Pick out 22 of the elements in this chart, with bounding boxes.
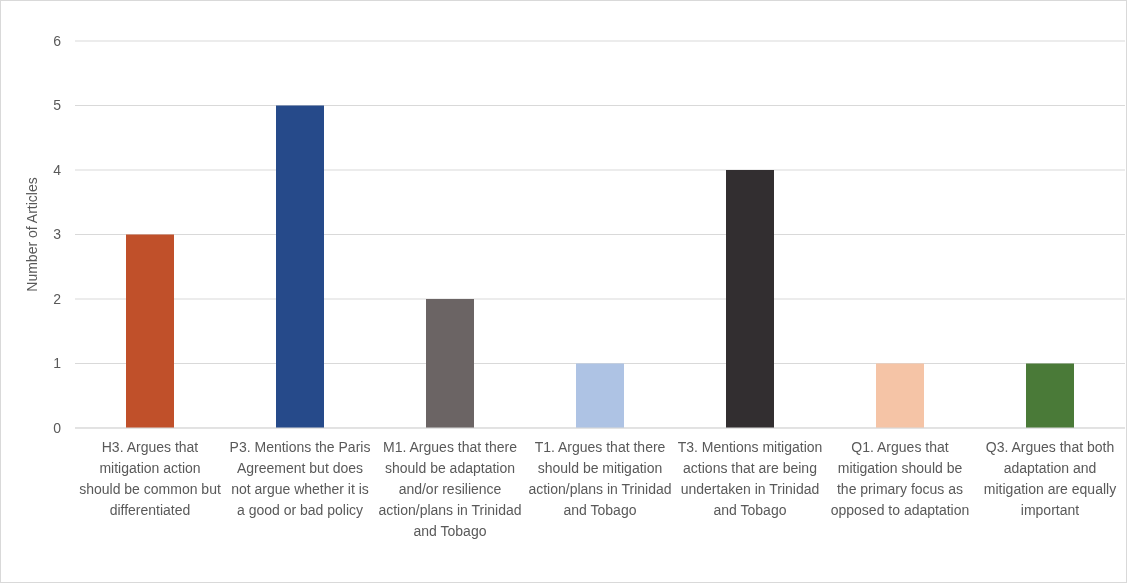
bar [126,234,174,428]
x-tick-label: P3. Mentions the Paris Agreement but does not argue whether it is a good or bad policy [229,439,371,518]
bar [876,363,924,428]
y-tick-label: 0 [53,419,62,436]
y-tick-label: 4 [53,161,62,178]
x-tick-label: T1. Argues that there should be mitigation action/plans in Trinidad and Tobago [528,439,672,518]
y-tick-label: 1 [53,355,62,372]
bar [726,170,774,428]
bar [426,299,474,428]
x-tick-label: Q3. Argues that both adaptation and mitigation are equally important [983,439,1117,518]
x-tick-label: T3. Mentions mitigation actions that are being undertaken in Trinidad and Tobago [677,439,823,518]
y-tick-label: 6 [53,32,62,49]
y-tick-label: 5 [53,97,62,114]
x-tick-label: M1. Argues that there should be adaptation and/or resilience action/plans in Trinidad and Tobago [378,439,522,539]
x-tick-label: H3. Argues that mitigation action should be common but differentiated [79,439,221,518]
bar [276,105,324,428]
y-axis-title: Number of Articles [24,177,40,292]
y-tick-label: 3 [53,226,62,243]
bar [576,363,624,428]
y-tick-label: 2 [53,290,62,307]
bar [1026,363,1074,428]
x-tick-label: Q1. Argues that mitigation should be the primary focus as opposed to adaptation [830,439,970,518]
